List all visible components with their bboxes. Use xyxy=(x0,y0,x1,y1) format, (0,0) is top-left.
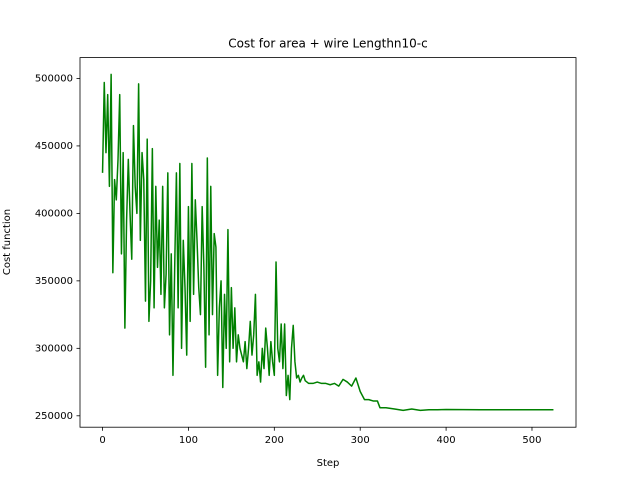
x-tick-label: 400 xyxy=(437,435,456,446)
x-tick-label: 200 xyxy=(265,435,284,446)
data-line xyxy=(101,73,554,412)
y-tick-label: 500000 xyxy=(35,73,73,84)
y-tick-label: 300000 xyxy=(35,343,73,354)
x-tick-label: 100 xyxy=(179,435,198,446)
y-tick-label: 250000 xyxy=(35,411,73,422)
y-tick-label: 400000 xyxy=(35,208,73,219)
y-tick-label: 350000 xyxy=(35,276,73,287)
x-axis-label: Step xyxy=(317,458,340,469)
y-tick-label: 450000 xyxy=(35,141,73,152)
plot-frame xyxy=(79,57,577,428)
x-tick-label: 500 xyxy=(522,435,541,446)
x-tick-label: 300 xyxy=(351,435,370,446)
y-axis-label: Cost function xyxy=(2,209,13,275)
x-tick-label: 0 xyxy=(99,435,105,446)
chart-title: Cost for area + wire Lengthn10-c xyxy=(228,37,427,51)
